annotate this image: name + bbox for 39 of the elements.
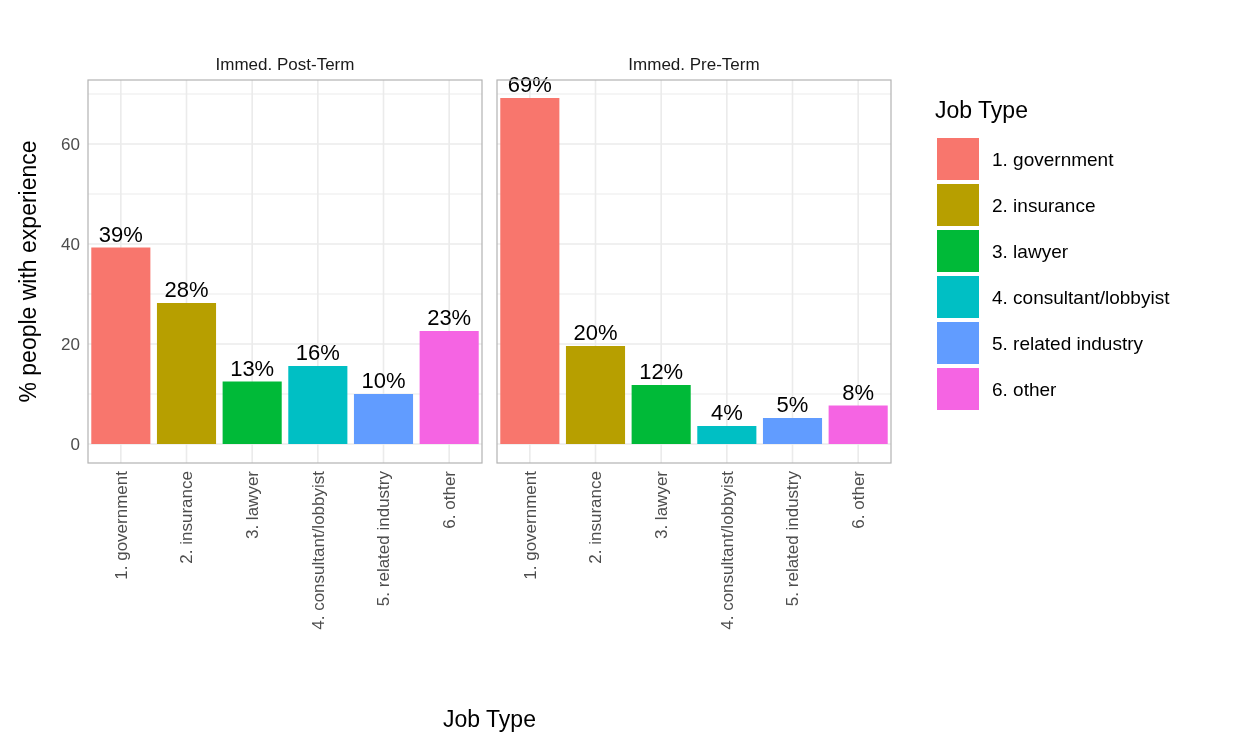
data-label: 4% bbox=[710, 400, 743, 425]
legend-label: 2. insurance bbox=[992, 194, 1096, 216]
chart-title: Immed. Pre-Term bbox=[628, 55, 760, 74]
x-tick-label: 6. other bbox=[849, 470, 869, 529]
chart-title: Immed. Post-Term bbox=[215, 55, 355, 74]
x-tick-label: 2. insurance bbox=[177, 471, 197, 564]
x-tick-label: 6. other bbox=[440, 470, 460, 529]
data-label: 10% bbox=[361, 368, 406, 393]
data-label: 28% bbox=[164, 277, 209, 302]
x-tick-label: 2. insurance bbox=[586, 471, 606, 564]
x-tick-label: 5. related industry bbox=[783, 470, 803, 607]
x-tick-label: 4. consultant/lobbyist bbox=[308, 470, 328, 630]
x-tick-label: 3. lawyer bbox=[652, 470, 672, 540]
legend-label: 4. consultant/lobbyist bbox=[992, 286, 1171, 308]
data-label: 16% bbox=[295, 340, 340, 365]
data-label: 8% bbox=[842, 379, 875, 405]
x-tick-label: 5. related industry bbox=[374, 470, 394, 607]
data-label: 12% bbox=[639, 359, 684, 384]
data-label: 23% bbox=[427, 305, 472, 330]
legend-label: 6. other bbox=[992, 378, 1058, 400]
legend-label: 3. lawyer bbox=[992, 240, 1069, 262]
data-label: 20% bbox=[573, 320, 618, 345]
legend-label: 5. related industry bbox=[992, 332, 1144, 354]
x-tick-label: 3. lawyer bbox=[243, 470, 263, 540]
x-tick-label: 4. consultant/lobbyist bbox=[717, 470, 737, 630]
y-tick-label: 40 bbox=[61, 234, 80, 254]
y-axis-title: % people with experience bbox=[15, 140, 41, 403]
data-label: 5% bbox=[776, 392, 809, 417]
y-tick-label: 0 bbox=[70, 434, 80, 454]
data-label: 39% bbox=[98, 221, 143, 247]
data-label: 13% bbox=[230, 355, 275, 381]
x-tick-label: 1. government bbox=[111, 470, 131, 580]
legend-label: 1. government bbox=[992, 148, 1115, 170]
y-tick-label: 20 bbox=[61, 334, 80, 354]
x-tick-label: 1. government bbox=[520, 470, 540, 580]
x-axis-title: Job Type bbox=[443, 706, 536, 732]
y-tick-label: 60 bbox=[61, 134, 80, 154]
legend-title: Job Type bbox=[935, 97, 1028, 123]
data-label: 69% bbox=[507, 72, 552, 97]
